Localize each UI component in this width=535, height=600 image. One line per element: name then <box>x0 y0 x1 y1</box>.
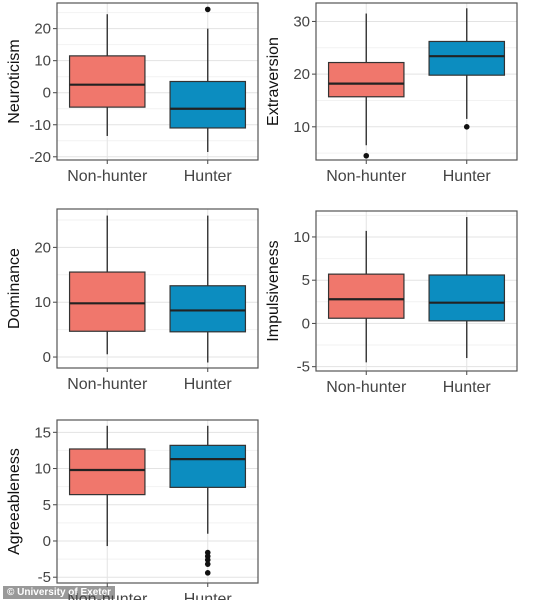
y-tick-label: 10 <box>34 461 51 478</box>
outlier-point <box>363 152 370 159</box>
outlier-point <box>463 124 470 130</box>
outlier-point <box>204 557 211 563</box>
y-tick-label: 5 <box>302 272 310 289</box>
y-tick-label: 0 <box>302 315 310 332</box>
iqr-box <box>169 285 247 333</box>
iqr-box <box>68 55 146 108</box>
iqr-box <box>428 40 506 76</box>
iqr-box <box>169 444 247 488</box>
box-hunter <box>169 215 247 363</box>
y-tick-label: 5 <box>43 497 51 514</box>
y-tick-label: -5 <box>38 569 51 586</box>
panel-border <box>56 2 259 161</box>
panel-border <box>315 210 518 372</box>
box-non-hunter <box>327 13 405 159</box>
iqr-box <box>428 274 506 322</box>
outlier-point <box>204 6 211 13</box>
iqr-box <box>68 448 146 496</box>
iqr-box <box>327 273 405 319</box>
y-tick-label: 0 <box>43 85 51 102</box>
y-axis-title: Neuroticism <box>6 39 23 123</box>
y-tick-label: 20 <box>293 66 310 83</box>
x-tick-label: Non-hunter <box>326 168 407 185</box>
y-tick-label: -20 <box>29 149 51 166</box>
y-tick-label: 15 <box>34 424 51 441</box>
box-non-hunter <box>68 14 146 136</box>
y-tick-label: -10 <box>29 117 51 134</box>
panel-neuroticism: -20 -10 0 10 20 Neuroticism Non-hunter Hunter <box>6 2 259 185</box>
y-tick-label: 20 <box>34 21 51 38</box>
box-hunter <box>428 217 506 359</box>
box-non-hunter <box>68 215 146 355</box>
y-axis-title: Dominance <box>6 248 23 329</box>
panel-dominance: 0 10 20 Dominance Non-hunter Hunter <box>6 208 259 393</box>
x-tick-label: Hunter <box>184 376 233 393</box>
x-tick-label: Non-hunter <box>326 379 407 396</box>
panel-border <box>315 2 518 161</box>
y-tick-label: 20 <box>34 239 51 256</box>
panel-extraversion: 10 20 30 Extraversion Non-hunter Hunter <box>265 2 518 185</box>
y-axis-title: Agreeableness <box>6 448 23 555</box>
x-tick-label: Hunter <box>184 591 233 600</box>
iqr-box <box>68 271 146 332</box>
x-tick-label: Non-hunter <box>67 376 148 393</box>
y-tick-label: 0 <box>43 349 51 366</box>
x-tick-label: Non-hunter <box>67 168 148 185</box>
y-tick-label: 10 <box>34 53 51 70</box>
y-tick-label: 0 <box>43 533 51 550</box>
outlier-point <box>204 570 211 576</box>
panel-border <box>56 419 259 584</box>
y-tick-label: 10 <box>293 119 310 136</box>
y-axis-title: Impulsiveness <box>265 240 282 341</box>
x-tick-label: Hunter <box>443 168 492 185</box>
panel-border <box>56 208 259 369</box>
box-hunter <box>428 8 506 130</box>
x-tick-label: Hunter <box>184 168 233 185</box>
box-hunter <box>169 425 247 576</box>
outlier-point <box>204 561 211 567</box>
y-tick-label: 30 <box>293 13 310 30</box>
panel-impulsiveness: -5 0 5 10 Impulsiveness Non-hunter Hunter <box>265 210 518 396</box>
y-axis-title: Extraversion <box>265 37 282 126</box>
y-tick-label: 10 <box>34 294 51 311</box>
box-non-hunter <box>68 425 146 547</box>
y-tick-label: -5 <box>297 359 310 376</box>
iqr-box <box>327 61 405 98</box>
box-non-hunter <box>327 230 405 363</box>
x-tick-label: Hunter <box>443 379 492 396</box>
y-tick-label: 10 <box>293 229 310 246</box>
iqr-box <box>169 80 247 129</box>
box-hunter <box>169 6 247 152</box>
copyright-credit: © University of Exeter <box>3 586 116 599</box>
